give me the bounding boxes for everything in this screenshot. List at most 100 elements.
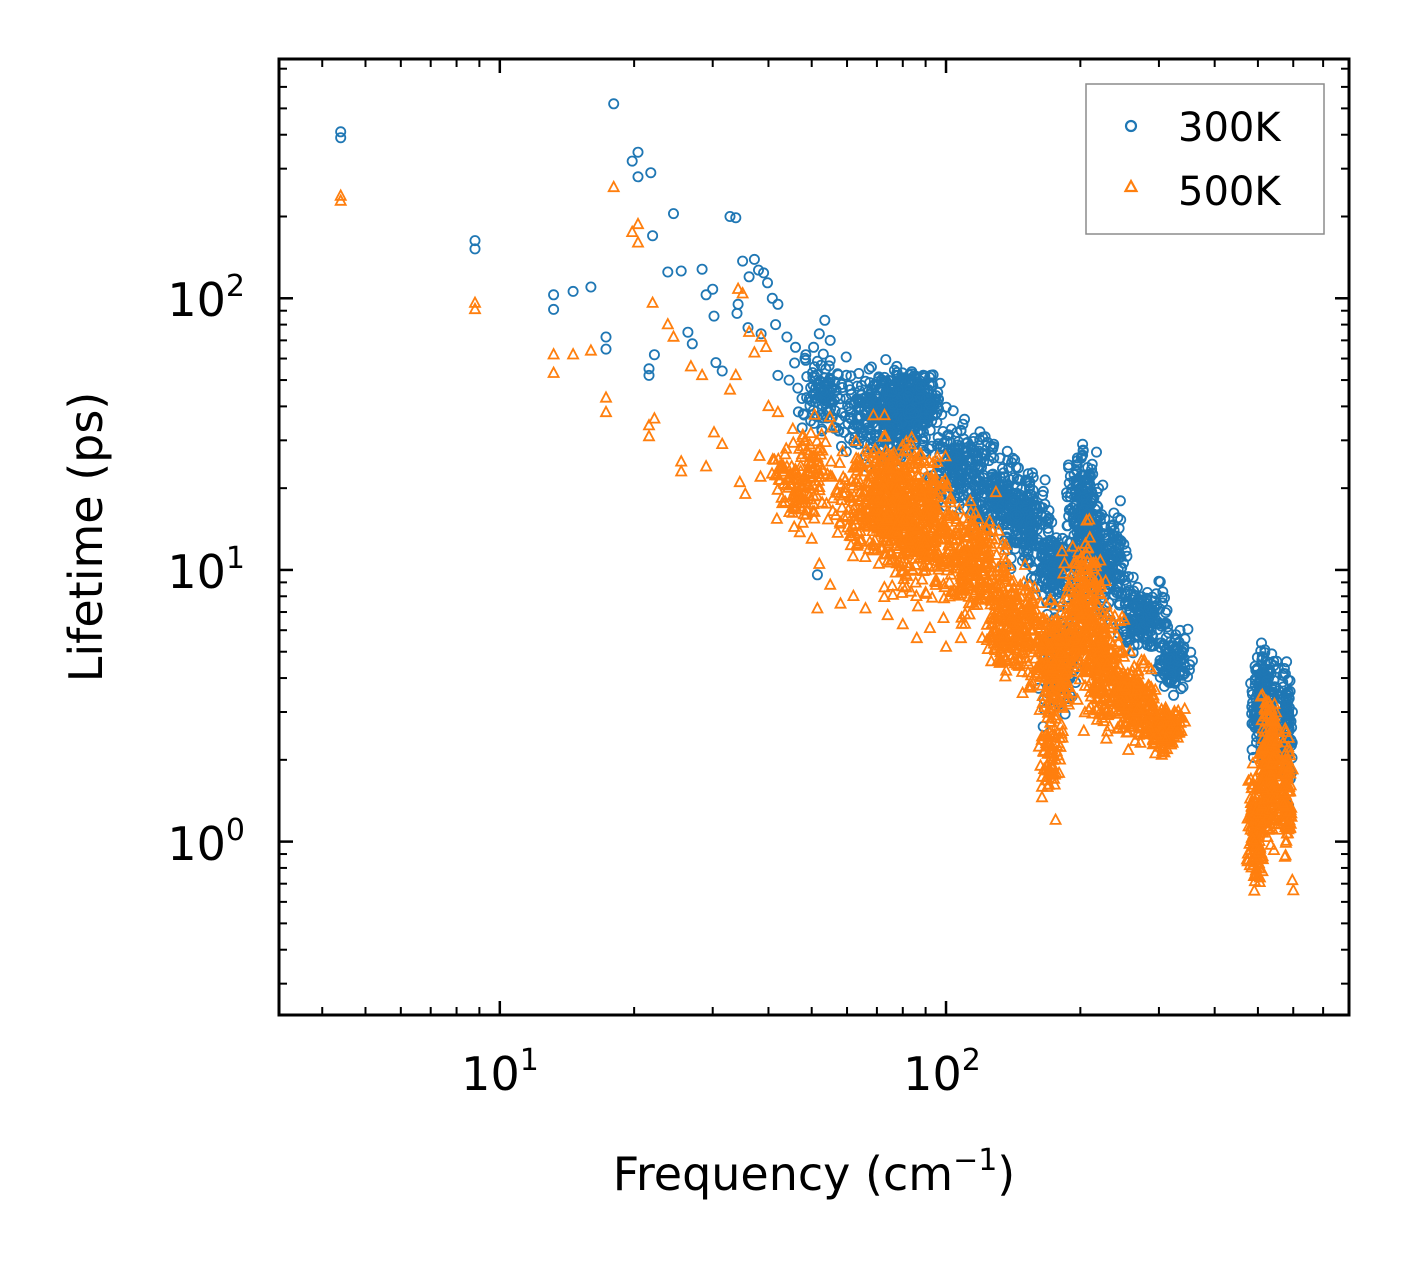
- point-300k-2304: [1175, 649, 1187, 661]
- point-300k-2278: [1175, 683, 1187, 695]
- point-300k-1158: [987, 468, 999, 480]
- point-500k-1170: [973, 536, 986, 549]
- point-500k-939: [933, 482, 947, 495]
- point-300k-29: [716, 365, 728, 377]
- point-500k-1714: [1054, 726, 1068, 739]
- point-500k-919: [944, 490, 958, 503]
- point-500k-2138: [1078, 704, 1092, 718]
- point-500k-51: [910, 630, 924, 644]
- point-500k-1863: [1066, 626, 1080, 639]
- point-300k-507: [838, 426, 850, 438]
- point-500k-879: [896, 497, 909, 510]
- point-500k-140: [836, 444, 850, 457]
- point-500k-1068: [964, 505, 978, 518]
- point-500k-2165: [1144, 662, 1158, 675]
- point-500k-1711: [1043, 715, 1057, 728]
- point-500k-1323: [1028, 579, 1041, 593]
- point-300k-10: [608, 98, 620, 110]
- point-300k-1986: [1096, 509, 1108, 521]
- point-300k-1501: [1039, 566, 1051, 578]
- point-500k-1935: [1067, 630, 1081, 643]
- point-300k-1823: [1075, 469, 1087, 481]
- point-500k-1425: [1019, 650, 1033, 663]
- point-300k-765: [904, 375, 916, 387]
- point-500k-1633: [1071, 692, 1084, 705]
- point-500k-1385: [992, 612, 1005, 625]
- point-500k-1096: [942, 506, 956, 519]
- point-500k-578: [862, 476, 876, 489]
- point-300k-1813: [1066, 502, 1078, 514]
- point-500k-1723: [1080, 513, 1094, 526]
- point-300k-2171: [1142, 631, 1154, 643]
- point-500k-48: [859, 601, 872, 614]
- point-300k-1765: [1063, 477, 1075, 489]
- point-500k-1874: [1065, 656, 1079, 669]
- point-300k-52: [811, 569, 823, 581]
- point-300k-1757: [1061, 520, 1073, 532]
- point-300k-173: [880, 354, 892, 366]
- point-500k-648: [853, 508, 867, 522]
- point-300k-31: [730, 212, 742, 224]
- point-300k-163: [814, 375, 826, 387]
- point-500k-2157: [1101, 656, 1115, 669]
- point-300k-1334: [1009, 524, 1021, 536]
- point-500k-660: [880, 446, 894, 459]
- point-500k-2143: [1096, 707, 1110, 720]
- point-500k-1000: [930, 553, 944, 566]
- point-500k-1900: [1080, 585, 1094, 599]
- point-300k-908: [945, 423, 957, 435]
- point-300k-100: [840, 369, 852, 381]
- point-300k-471: [861, 430, 873, 442]
- point-300k-2625: [1281, 707, 1293, 719]
- point-300k-117: [792, 382, 804, 394]
- point-300k-508: [852, 410, 864, 422]
- point-500k-1401: [996, 559, 1010, 572]
- point-500k-570: [874, 454, 888, 467]
- point-500k-2026: [1123, 644, 1137, 657]
- point-300k-12: [632, 146, 644, 158]
- point-500k-928: [918, 547, 932, 560]
- point-500k-1404: [988, 597, 1002, 610]
- point-500k-33: [754, 329, 768, 342]
- point-500k-1623: [1044, 691, 1057, 704]
- point-500k-909: [918, 535, 931, 548]
- point-500k-769: [929, 577, 943, 590]
- point-300k-518: [864, 389, 876, 401]
- point-500k-2309: [1130, 683, 1144, 696]
- point-300k-2535: [1260, 682, 1272, 694]
- point-300k-5: [548, 303, 560, 315]
- point-300k-974: [977, 447, 989, 459]
- point-500k-186: [808, 504, 821, 517]
- point-500k-1213: [976, 566, 990, 580]
- point-500k-1110: [957, 550, 971, 563]
- point-500k-513: [878, 407, 891, 421]
- point-300k-1957: [1114, 495, 1126, 507]
- point-300k-1330: [995, 508, 1007, 520]
- point-500k-65: [837, 510, 851, 523]
- point-300k-751: [924, 371, 936, 383]
- point-300k-2283: [1184, 659, 1196, 671]
- point-500k-2153: [1107, 673, 1121, 687]
- point-500k-1593: [1060, 674, 1074, 687]
- point-300k-736: [897, 367, 909, 379]
- point-500k-141: [796, 515, 810, 528]
- point-500k-1090: [996, 536, 1010, 549]
- point-500k-526: [835, 492, 848, 506]
- point-300k-2133: [1161, 604, 1173, 616]
- point-500k-896: [883, 555, 897, 568]
- point-500k-207: [786, 505, 800, 518]
- point-500k-42: [805, 531, 819, 544]
- point-300k-493: [919, 431, 931, 443]
- point-500k-705: [883, 461, 897, 474]
- point-300k-1775: [1071, 452, 1083, 464]
- point-500k-547: [854, 484, 868, 497]
- point-500k-944: [896, 524, 910, 537]
- point-500k-2283: [1127, 659, 1141, 672]
- point-500k-1392: [984, 627, 998, 640]
- point-300k-38: [758, 267, 770, 279]
- point-500k-1867: [1056, 594, 1070, 607]
- point-300k-1132: [988, 472, 1000, 484]
- point-500k-941: [904, 506, 918, 519]
- point-300k-26: [707, 283, 719, 295]
- point-500k-191: [812, 482, 826, 496]
